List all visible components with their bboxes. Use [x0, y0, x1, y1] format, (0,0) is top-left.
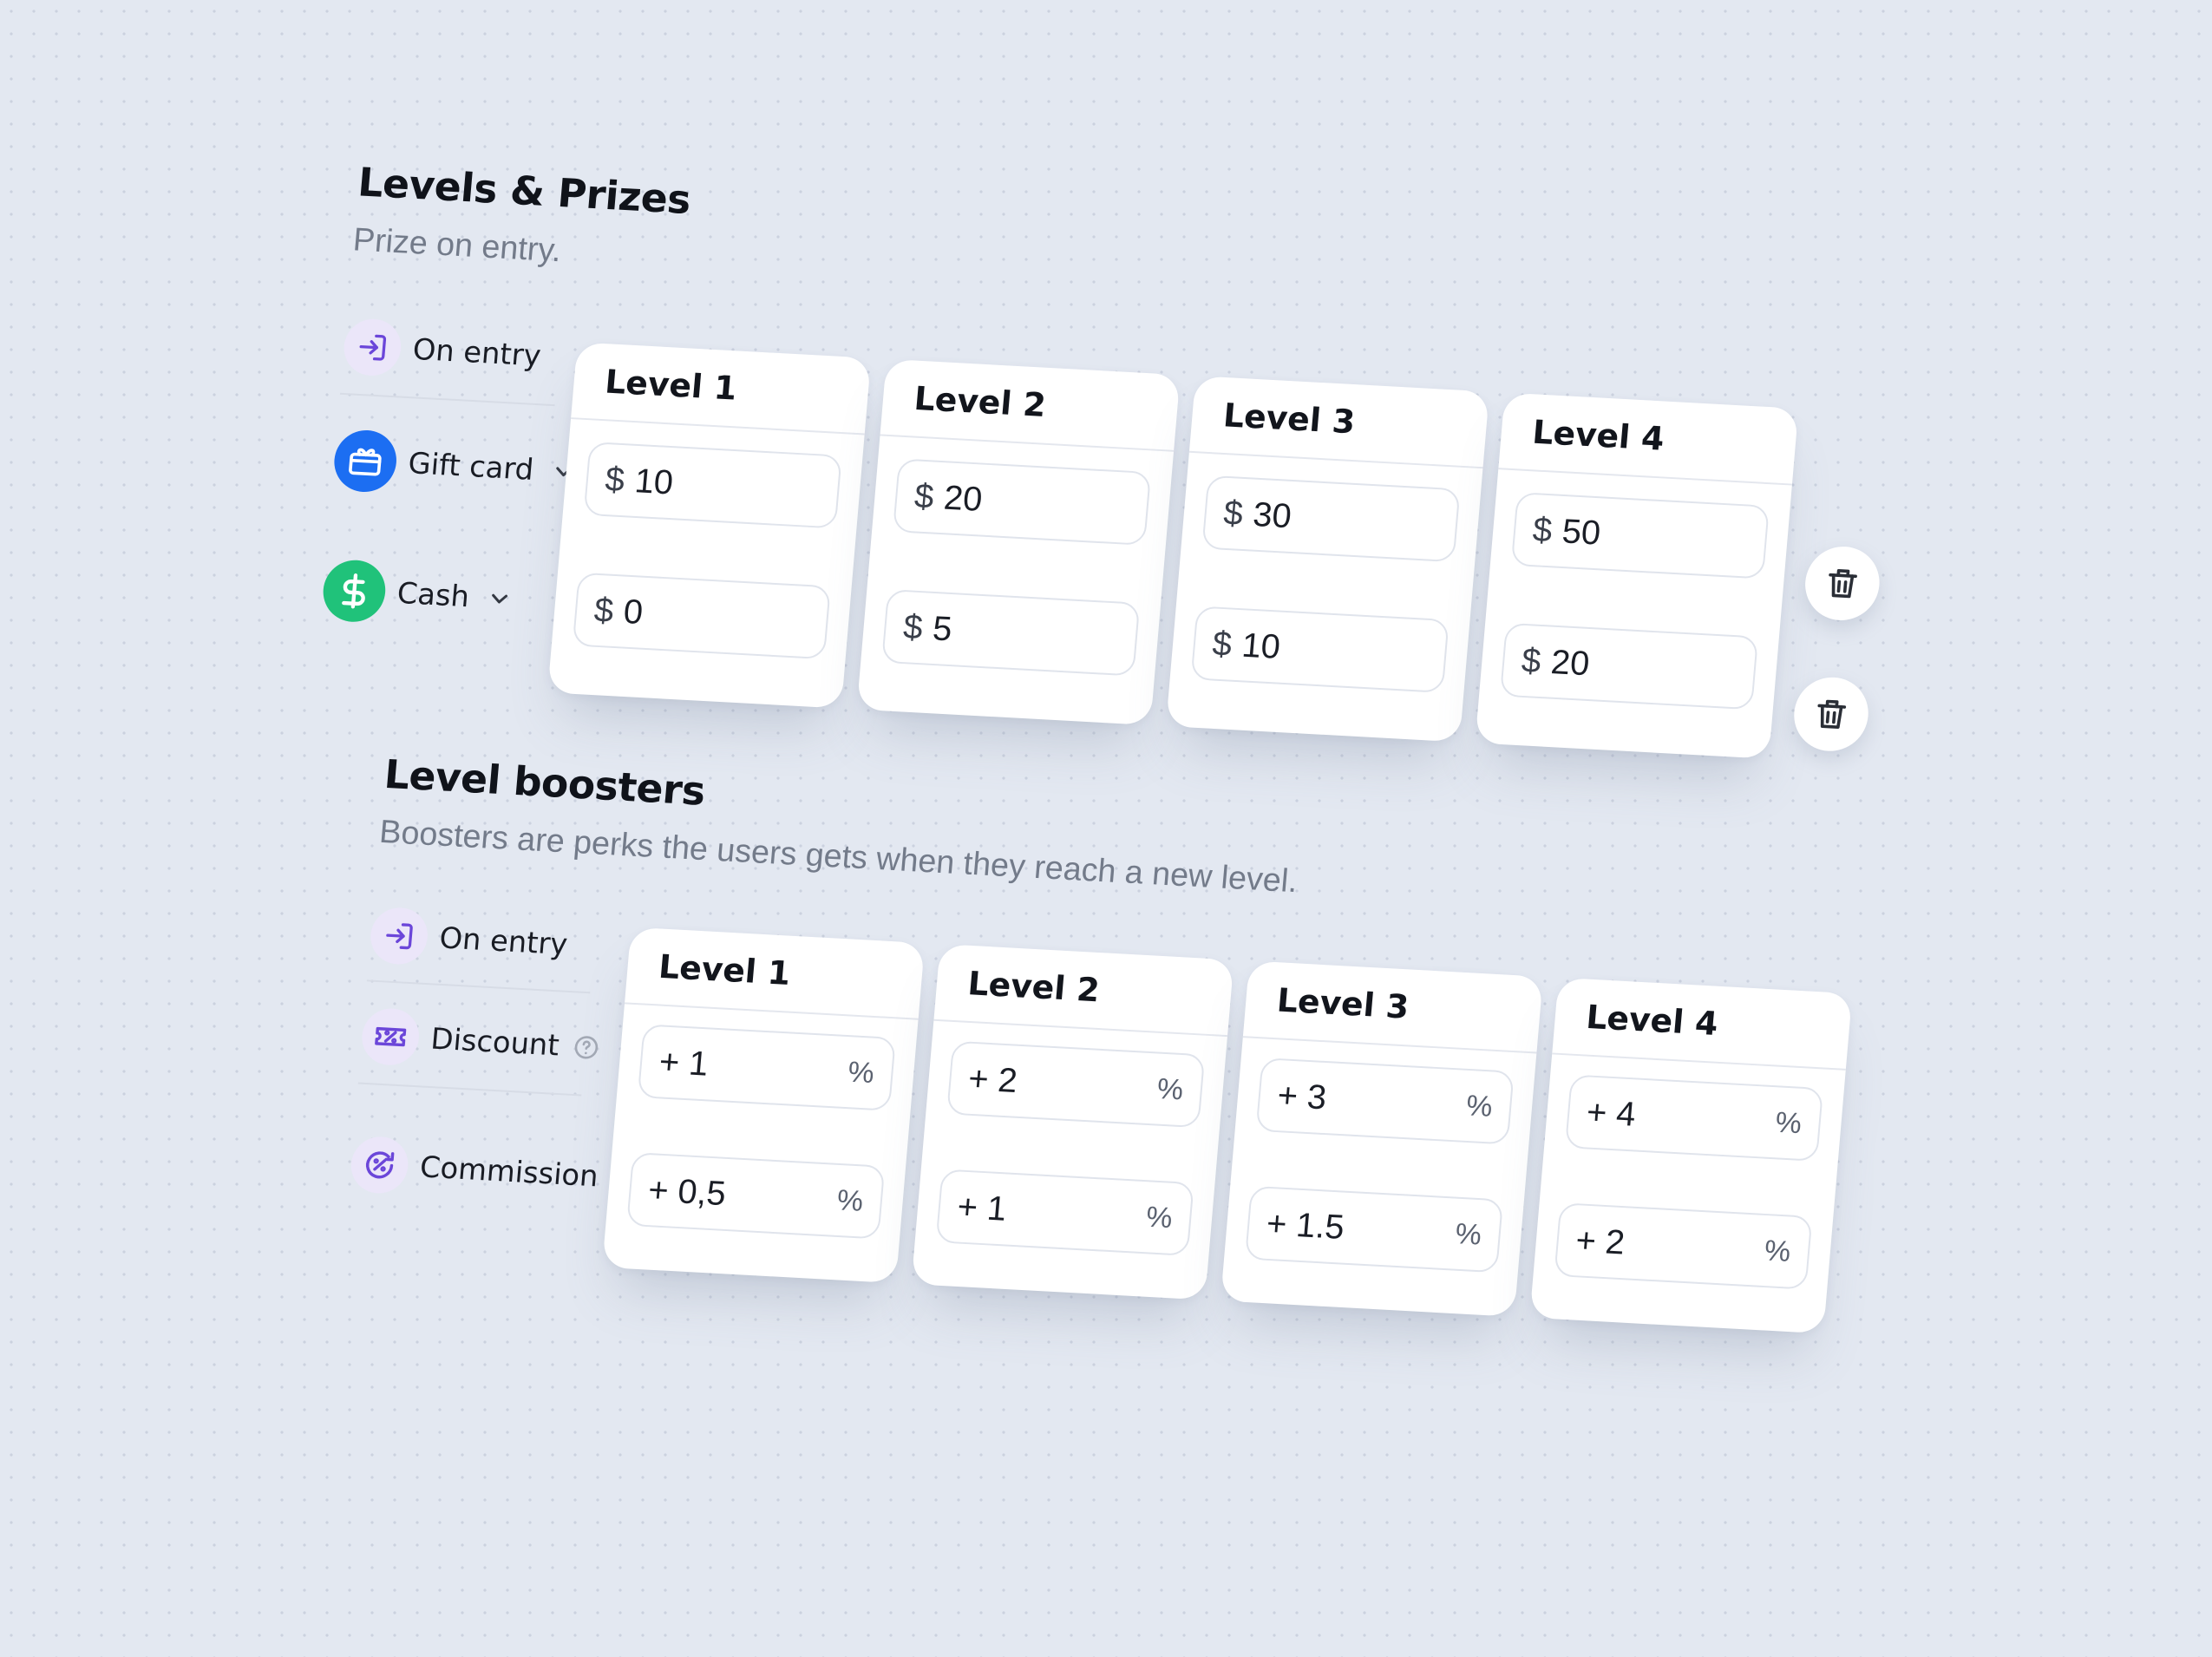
- delete-gift-card-row-button[interactable]: [1802, 544, 1883, 623]
- currency-symbol: $: [592, 591, 615, 630]
- row-divider: [339, 392, 555, 407]
- cash-amount-input[interactable]: $ 20: [1499, 622, 1759, 711]
- trash-icon: [1817, 699, 1847, 729]
- cash-dropdown[interactable]: Cash: [320, 558, 515, 631]
- percent-suffix: %: [1454, 1216, 1483, 1251]
- commission-input[interactable]: + 0,5 %: [626, 1152, 886, 1240]
- input-value: 5: [931, 609, 954, 648]
- discount-input[interactable]: + 2 %: [946, 1040, 1206, 1129]
- row-label-text: On entry: [411, 332, 543, 374]
- cash-amount-input[interactable]: $ 0: [572, 572, 831, 660]
- level-card-title: Level 1: [571, 342, 872, 436]
- commission-input[interactable]: + 1.5 %: [1244, 1185, 1504, 1274]
- cash-amount-input[interactable]: $ 5: [881, 589, 1141, 677]
- section-title: Level boosters: [382, 750, 707, 815]
- currency-symbol: $: [1211, 624, 1234, 664]
- level-card-title: Level 4: [1498, 392, 1799, 486]
- commission-icon: [349, 1135, 411, 1195]
- input-value: + 1: [658, 1042, 710, 1084]
- commission-input[interactable]: + 2 %: [1554, 1202, 1813, 1290]
- currency-symbol: $: [1520, 641, 1543, 680]
- row-label-on-entry: On entry: [368, 906, 570, 973]
- dollar-icon: [320, 558, 389, 624]
- level-card-title: Level 2: [933, 944, 1234, 1038]
- gift-card-icon: [331, 429, 399, 494]
- level-card-title: Level 3: [1188, 376, 1489, 469]
- input-value: 30: [1251, 494, 1293, 535]
- level-card-title: Level 4: [1552, 977, 1853, 1071]
- input-value: 10: [632, 462, 675, 501]
- level-card-2: Level 2 $ 20 $ 5: [856, 358, 1181, 726]
- row-divider: [366, 979, 591, 994]
- section-title: Levels & Prizes: [356, 158, 693, 223]
- percent-suffix: %: [1155, 1071, 1185, 1106]
- discount-input[interactable]: + 4 %: [1564, 1074, 1824, 1162]
- input-value: + 1: [956, 1187, 1008, 1228]
- booster-card-2: Level 2 + 2 % + 1 %: [911, 944, 1234, 1300]
- percent-suffix: %: [1774, 1105, 1803, 1140]
- currency-symbol: $: [1531, 510, 1554, 549]
- help-icon[interactable]: [572, 1033, 601, 1062]
- row-label-text: On entry: [437, 920, 569, 963]
- gift-card-amount-input[interactable]: $ 30: [1201, 475, 1461, 563]
- currency-symbol: $: [604, 460, 626, 499]
- input-value: + 2: [966, 1059, 1019, 1100]
- row-label-on-entry: On entry: [341, 318, 543, 384]
- discount-input[interactable]: + 1 %: [637, 1024, 896, 1111]
- row-label-discount: Discount: [359, 1006, 603, 1077]
- input-value: 50: [1561, 512, 1602, 553]
- row-label-text: Gift card: [407, 446, 535, 488]
- commission-input[interactable]: + 1 %: [935, 1169, 1194, 1256]
- row-label-text: Commission: [418, 1149, 600, 1195]
- input-value: 10: [1240, 625, 1282, 666]
- percent-suffix: %: [835, 1183, 865, 1218]
- trash-icon: [1829, 568, 1857, 599]
- row-label-text: Discount: [429, 1021, 561, 1064]
- level-card-1: Level 1 $ 10 $ 0: [547, 342, 872, 709]
- level-card-3: Level 3 $ 30 $ 10: [1165, 376, 1489, 743]
- input-value: + 2: [1574, 1221, 1626, 1261]
- percent-suffix: %: [1464, 1089, 1494, 1123]
- percent-suffix: %: [847, 1055, 876, 1090]
- cash-amount-input[interactable]: $ 10: [1190, 606, 1450, 693]
- row-label-text: Cash: [396, 576, 471, 615]
- percent-suffix: %: [1763, 1234, 1792, 1268]
- input-value: + 0,5: [646, 1170, 728, 1213]
- booster-card-1: Level 1 + 1 % + 0,5 %: [602, 927, 926, 1284]
- input-value: 20: [1549, 642, 1592, 683]
- gift-card-dropdown[interactable]: Gift card: [331, 429, 579, 503]
- currency-symbol: $: [901, 607, 925, 646]
- ticket-icon: [359, 1006, 422, 1067]
- input-value: + 1.5: [1265, 1204, 1346, 1247]
- gift-card-amount-input[interactable]: $ 10: [583, 441, 842, 529]
- section-subtitle: Prize on entry.: [351, 221, 563, 270]
- enter-icon: [368, 906, 430, 966]
- input-value: 20: [942, 478, 985, 519]
- row-label-commission: Commission: [349, 1135, 642, 1208]
- input-value: + 3: [1276, 1076, 1328, 1117]
- booster-card-4: Level 4 + 4 % + 2 %: [1529, 977, 1853, 1334]
- percent-suffix: %: [1144, 1200, 1175, 1235]
- discount-input[interactable]: + 3 %: [1255, 1058, 1515, 1145]
- section-subtitle: Boosters are perks the users gets when t…: [377, 814, 1299, 901]
- gift-card-amount-input[interactable]: $ 50: [1510, 492, 1770, 580]
- level-card-4: Level 4 $ 50 $ 20: [1475, 392, 1799, 759]
- booster-card-3: Level 3 + 3 % + 1.5 %: [1220, 960, 1543, 1317]
- level-card-title: Level 2: [880, 358, 1181, 452]
- input-value: + 4: [1585, 1092, 1638, 1134]
- level-card-title: Level 3: [1242, 960, 1543, 1054]
- currency-symbol: $: [1221, 494, 1245, 533]
- delete-cash-row-button[interactable]: [1790, 675, 1872, 753]
- currency-symbol: $: [913, 476, 936, 516]
- input-value: 0: [622, 592, 645, 632]
- chevron-down-icon: [485, 586, 513, 612]
- gift-card-amount-input[interactable]: $ 20: [892, 458, 1152, 546]
- enter-icon: [341, 318, 403, 377]
- level-card-title: Level 1: [624, 927, 926, 1020]
- row-divider: [357, 1082, 582, 1097]
